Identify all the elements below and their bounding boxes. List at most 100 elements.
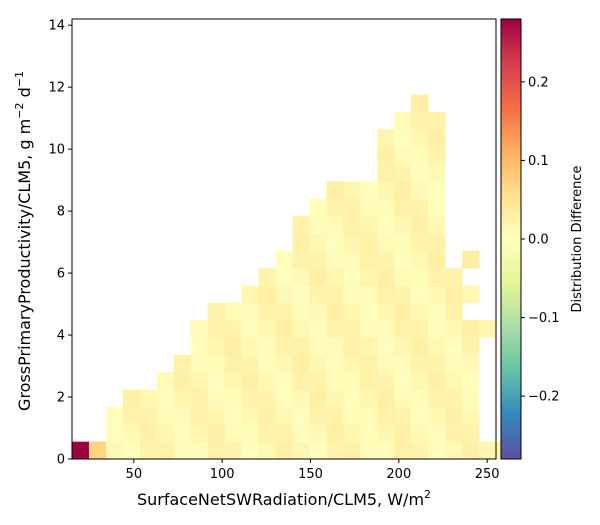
heatmap-cell xyxy=(411,302,429,321)
heatmap-cell xyxy=(258,372,276,390)
heatmap-cell xyxy=(122,424,141,443)
heatmap-cell xyxy=(241,354,259,373)
heatmap-cell xyxy=(326,337,344,356)
heatmap-cell xyxy=(411,164,429,182)
x-axis-ticks: 50 100 150 200 250 xyxy=(126,459,500,482)
heatmap-cell xyxy=(309,320,327,338)
heatmap-cell xyxy=(275,337,293,356)
heatmap-cell xyxy=(292,372,310,390)
heatmap-cell xyxy=(326,424,344,443)
heatmap-cell xyxy=(190,441,209,460)
heatmap-cell xyxy=(275,424,293,443)
heatmap-cell xyxy=(122,389,141,408)
heatmap-cell xyxy=(190,337,209,356)
heatmap-cell xyxy=(428,406,446,425)
heatmap-cell xyxy=(326,354,344,373)
heatmap-cell xyxy=(292,406,310,425)
heatmap-cell xyxy=(241,372,259,390)
heatmap-cell xyxy=(207,354,226,373)
heatmap-cell xyxy=(462,285,480,304)
heatmap-cell xyxy=(326,372,344,390)
y-tick-label: 10 xyxy=(48,143,65,158)
heatmap-cell xyxy=(173,441,192,460)
heatmap-cell xyxy=(428,146,446,165)
heatmap-cell xyxy=(360,406,378,425)
x-axis-label: SurfaceNetSWRadiation/CLM5, W/m2 xyxy=(137,488,431,509)
heatmap-cell xyxy=(394,424,412,443)
heatmap-cell xyxy=(445,268,463,286)
heatmap-cell xyxy=(343,424,361,443)
heatmap-cell xyxy=(377,146,395,165)
heatmap-cell xyxy=(190,406,209,425)
heatmap-cell xyxy=(394,354,412,373)
heatmap-cell xyxy=(377,302,395,321)
heatmap-cell xyxy=(377,268,395,286)
colorbar-label: Distribution Difference xyxy=(570,166,585,313)
heatmap-cell xyxy=(275,302,293,321)
heatmap-cell xyxy=(190,354,209,373)
heatmap-cell xyxy=(343,198,361,217)
heatmap-cell xyxy=(411,146,429,165)
heatmap-cell xyxy=(275,250,293,269)
heatmap-cell xyxy=(224,441,242,460)
heatmap-cell xyxy=(411,181,429,200)
heatmap-cell xyxy=(428,285,446,304)
heatmap-cell xyxy=(326,250,344,269)
heatmap-cell xyxy=(445,389,463,408)
heatmap-cell xyxy=(394,233,412,252)
heatmap-cell xyxy=(428,268,446,286)
heatmap-cell xyxy=(156,441,175,460)
heatmap-cell xyxy=(479,441,497,460)
x-tick-label: 250 xyxy=(475,467,500,482)
heatmap-cell xyxy=(394,111,412,130)
heatmap-cell xyxy=(326,302,344,321)
heatmap-cell xyxy=(343,302,361,321)
x-tick-label: 50 xyxy=(126,467,143,482)
heatmap-cell xyxy=(343,285,361,304)
heatmap-cell xyxy=(292,268,310,286)
heatmap-cell xyxy=(343,354,361,373)
heatmap-cell xyxy=(394,372,412,390)
heatmap-cell xyxy=(122,406,141,425)
heatmap-cell xyxy=(105,406,124,425)
heatmap-cells xyxy=(72,94,514,460)
heatmap-cell xyxy=(377,372,395,390)
heatmap-cell xyxy=(428,372,446,390)
heatmap-cell xyxy=(309,285,327,304)
heatmap-cell xyxy=(394,337,412,356)
heatmap-cell xyxy=(156,406,175,425)
y-tick-label: 0 xyxy=(57,453,65,468)
heatmap-cell xyxy=(428,320,446,338)
heatmap-cell xyxy=(377,198,395,217)
heatmap-cell xyxy=(428,164,446,182)
heatmap-cell xyxy=(292,441,310,460)
heatmap-cell xyxy=(190,424,209,443)
y-tick-label: 8 xyxy=(57,205,65,220)
heatmap-cell xyxy=(292,354,310,373)
heatmap-cell xyxy=(411,285,429,304)
heatmap-cell xyxy=(445,302,463,321)
heatmap-cell xyxy=(394,250,412,269)
heatmap-cell xyxy=(428,424,446,443)
heatmap-cell xyxy=(258,285,276,304)
colorbar-ticks: −0.2 −0.1 0.0 0.1 0.2 xyxy=(521,75,560,405)
heatmap-cell xyxy=(309,441,327,460)
heatmap-cell xyxy=(377,389,395,408)
heatmap-cell xyxy=(462,406,480,425)
heatmap-cell xyxy=(377,406,395,425)
heatmap-cell xyxy=(326,285,344,304)
heatmap-cell xyxy=(445,320,463,338)
heatmap-cell xyxy=(343,337,361,356)
heatmap-cell xyxy=(377,164,395,182)
heatmap-cell xyxy=(258,424,276,443)
heatmap-cell xyxy=(411,372,429,390)
heatmap-cell xyxy=(241,441,259,460)
x-tick-label: 200 xyxy=(386,467,411,482)
heatmap-cell xyxy=(207,424,226,443)
heatmap-cell xyxy=(309,302,327,321)
heatmap-cell xyxy=(105,424,124,443)
heatmap-cell xyxy=(292,216,310,234)
heatmap-cell xyxy=(207,441,226,460)
heatmap-cell xyxy=(428,302,446,321)
y-tick-label: 14 xyxy=(48,19,65,34)
